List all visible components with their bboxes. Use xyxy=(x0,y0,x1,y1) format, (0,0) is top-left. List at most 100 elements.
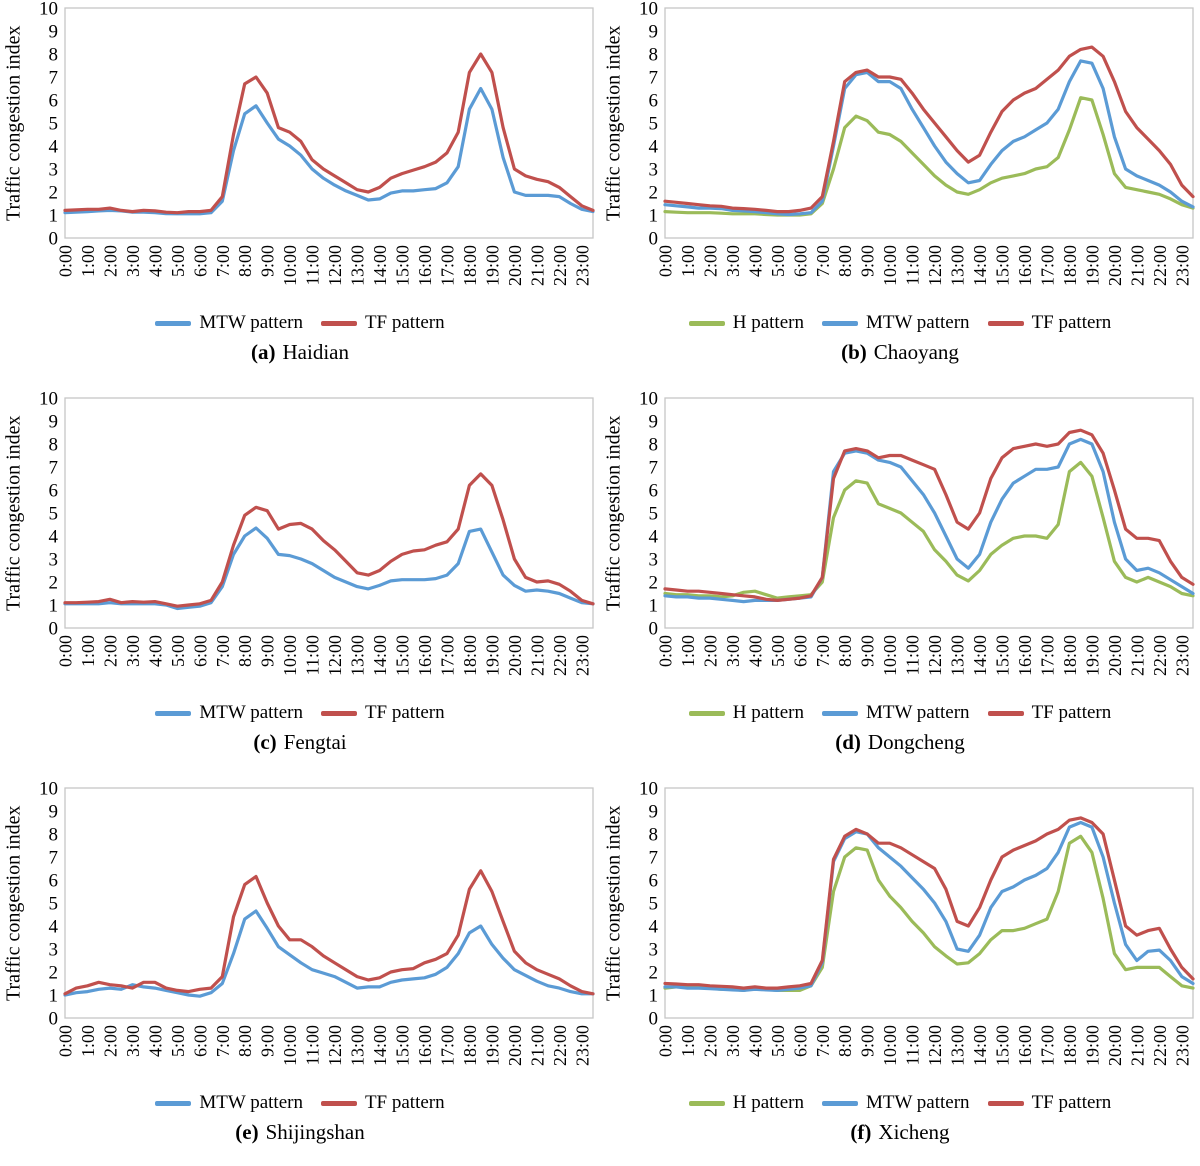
y-tick-label: 2 xyxy=(49,573,59,594)
x-tick-label: 10:00 xyxy=(880,245,900,286)
caption-letter: (f) xyxy=(850,1120,872,1144)
x-tick-label: 21:00 xyxy=(1127,1025,1147,1066)
x-tick-label: 5:00 xyxy=(768,1025,788,1057)
x-tick-label: 3:00 xyxy=(123,635,143,667)
y-tick-label: 9 xyxy=(49,802,59,823)
x-tick-label: 12:00 xyxy=(325,245,345,286)
y-tick-label: 4 xyxy=(49,527,59,548)
x-tick-label: 13:00 xyxy=(348,1025,368,1066)
x-tick-label: 15:00 xyxy=(993,635,1013,676)
y-tick-label: 5 xyxy=(49,114,59,135)
y-tick-label: 8 xyxy=(649,435,659,456)
legend-swatch xyxy=(155,320,192,326)
x-tick-label: 0:00 xyxy=(56,1025,76,1057)
x-tick-label: 2:00 xyxy=(700,1025,720,1057)
x-tick-label: 8:00 xyxy=(835,1025,855,1057)
y-tick-label: 0 xyxy=(649,619,659,640)
caption-letter: (d) xyxy=(835,730,861,754)
x-tick-label: 20:00 xyxy=(1105,245,1125,286)
y-tick-label: 1 xyxy=(649,206,659,227)
y-tick-label: 6 xyxy=(49,91,59,112)
x-tick-label: 5:00 xyxy=(768,245,788,277)
x-tick-label: 17:00 xyxy=(437,635,457,676)
legend-haidian: MTW pattern TF pattern xyxy=(155,312,445,334)
y-tick-label: 7 xyxy=(49,68,59,89)
x-tick-label: 12:00 xyxy=(925,635,945,676)
x-tick-label: 14:00 xyxy=(970,635,990,676)
x-tick-label: 17:00 xyxy=(437,1025,457,1066)
x-tick-label: 18:00 xyxy=(460,1025,480,1066)
x-tick-label: 15:00 xyxy=(393,1025,413,1066)
x-tick-label: 9:00 xyxy=(858,1025,878,1057)
y-tick-label: 4 xyxy=(49,137,59,158)
x-tick-label: 10:00 xyxy=(280,1025,300,1066)
legend-swatch xyxy=(688,710,725,716)
y-tick-label: 1 xyxy=(649,986,659,1007)
legend-item-h-pattern: H pattern xyxy=(688,312,804,334)
y-tick-label: 5 xyxy=(49,504,59,525)
y-tick-label: 1 xyxy=(49,206,59,227)
x-tick-label: 2:00 xyxy=(100,245,120,277)
x-tick-label: 2:00 xyxy=(100,1025,120,1057)
x-tick-label: 2:00 xyxy=(100,635,120,667)
legend-swatch xyxy=(821,320,858,326)
legend-label: TF pattern xyxy=(364,312,445,333)
x-tick-label: 0:00 xyxy=(656,245,676,277)
x-tick-label: 6:00 xyxy=(790,245,810,277)
y-tick-label: 7 xyxy=(49,458,59,479)
series-line-tf-pattern xyxy=(663,816,1195,990)
legend-swatch xyxy=(155,710,192,716)
x-tick-label: 5:00 xyxy=(168,1025,188,1057)
y-tick-label: 7 xyxy=(649,68,659,89)
x-tick-label: 14:00 xyxy=(370,1025,390,1066)
legend-item-mtw-pattern: MTW pattern xyxy=(821,312,970,334)
y-tick-label: 2 xyxy=(49,963,59,984)
panel-shijingshan: Traffic congestion index 0 1 2 3 4 5 6 7 8 9 10 0:0… xyxy=(0,780,600,1166)
legend-label: MTW pattern xyxy=(865,702,970,723)
chart-row: Traffic congestion index 0 1 2 3 4 5 6 7 8 9 10 0:0… xyxy=(1,392,599,694)
x-tick-label: 2:00 xyxy=(700,635,720,667)
caption-chaoyang: (b) Chaoyang xyxy=(841,340,959,365)
y-tick-label: 3 xyxy=(649,550,659,571)
y-tick-label: 6 xyxy=(649,481,659,502)
y-axis-title: Traffic congestion index xyxy=(602,805,625,1001)
x-tick-label: 2:00 xyxy=(700,245,720,277)
y-tick-label: 0 xyxy=(49,229,59,250)
chart-row: Traffic congestion index 0 1 2 3 4 5 6 7 8 9 10 0:0… xyxy=(1,2,599,304)
series-line-tf-pattern xyxy=(63,869,595,996)
panel-chaoyang: Traffic congestion index 0 1 2 3 4 5 6 7 8 9 10 0:0… xyxy=(600,0,1200,390)
x-tick-label: 21:00 xyxy=(1127,635,1147,676)
x-tick-label: 12:00 xyxy=(325,1025,345,1066)
legend-item-tf-pattern: TF pattern xyxy=(320,702,445,724)
x-tick-label: 19:00 xyxy=(482,635,502,676)
y-tick-label: 2 xyxy=(649,963,659,984)
legend-label: TF pattern xyxy=(1031,1092,1112,1113)
series-line-mtw-pattern xyxy=(63,909,595,998)
x-tick-label: 13:00 xyxy=(948,245,968,286)
legend-swatch xyxy=(155,1100,192,1106)
y-tick-label: 10 xyxy=(639,392,658,410)
panel-haidian: Traffic congestion index 0 1 2 3 4 5 6 7 8 9 10 0:0… xyxy=(0,0,600,390)
x-tick-label: 11:00 xyxy=(303,1025,323,1065)
y-tick-label: 1 xyxy=(49,986,59,1007)
legend-item-tf-pattern: TF pattern xyxy=(987,1092,1112,1114)
legend-xicheng: H pattern MTW pattern TF pattern xyxy=(688,1092,1112,1114)
y-tick-label: 2 xyxy=(49,183,59,204)
legend-label: MTW pattern xyxy=(199,312,303,333)
x-tick-label: 7:00 xyxy=(813,1025,833,1057)
x-tick-label: 13:00 xyxy=(348,635,368,676)
y-tick-label: 9 xyxy=(649,802,659,823)
legend-swatch xyxy=(320,710,357,716)
y-axis-title: Traffic congestion index xyxy=(2,805,25,1001)
x-tick-label: 6:00 xyxy=(190,635,210,667)
x-tick-label: 10:00 xyxy=(880,635,900,676)
legend-item-mtw-pattern: MTW pattern xyxy=(155,1092,303,1114)
y-tick-label: 9 xyxy=(49,22,59,43)
legend-item-tf-pattern: TF pattern xyxy=(987,702,1111,724)
x-tick-label: 13:00 xyxy=(948,635,968,676)
x-tick-label: 15:00 xyxy=(393,635,413,676)
x-tick-label: 1:00 xyxy=(78,1025,98,1057)
